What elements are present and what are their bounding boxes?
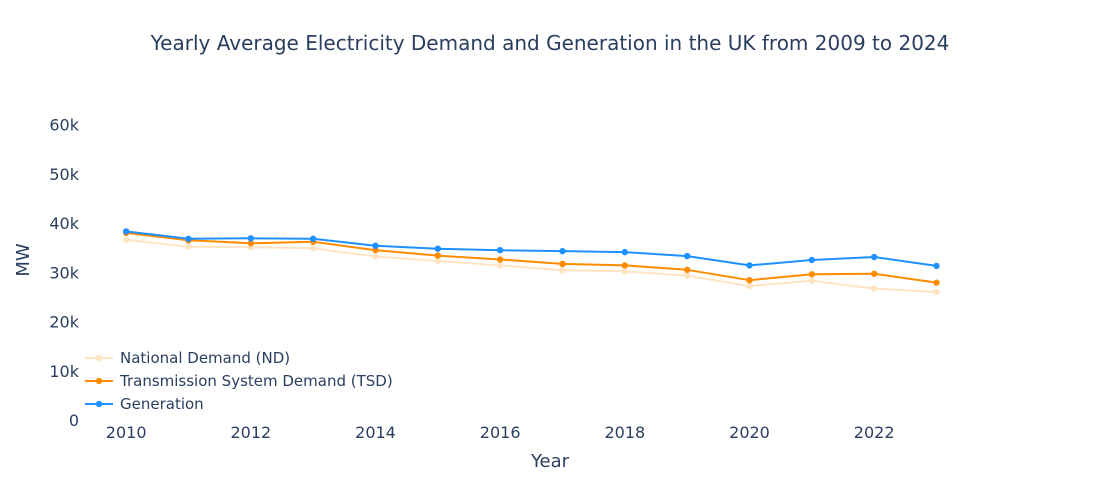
x-tick-label: 2012: [230, 423, 271, 442]
series-layer: [122, 228, 940, 296]
legend[interactable]: National Demand (ND) Transmission System …: [85, 349, 393, 413]
data-point[interactable]: [808, 277, 816, 284]
y-tick-label: 50k: [49, 165, 79, 184]
series-line: [126, 230, 937, 267]
data-point[interactable]: [621, 248, 629, 256]
y-tick-label: 60k: [49, 116, 79, 135]
data-point[interactable]: [808, 271, 816, 278]
x-tick-label: 2010: [106, 423, 147, 442]
y-axis-title: MW: [13, 243, 34, 277]
data-point[interactable]: [247, 235, 255, 242]
legend-marker: [95, 354, 103, 362]
x-tick-label: 2014: [355, 423, 396, 442]
legend-item[interactable]: National Demand (ND): [85, 349, 290, 367]
legend-marker: [95, 400, 103, 408]
data-point[interactable]: [372, 246, 379, 254]
series-line: [126, 238, 937, 293]
data-point[interactable]: [247, 240, 255, 247]
legend-label: Transmission System Demand (TSD): [119, 372, 393, 390]
series-0: [122, 236, 940, 296]
x-axis-title: Year: [530, 451, 570, 472]
legend-item[interactable]: Generation: [85, 395, 204, 413]
data-point[interactable]: [496, 256, 504, 263]
data-point[interactable]: [496, 262, 504, 269]
data-point[interactable]: [496, 246, 504, 254]
data-point[interactable]: [621, 262, 629, 269]
x-tick-label: 2020: [729, 423, 770, 442]
data-point[interactable]: [372, 242, 379, 249]
data-point[interactable]: [559, 267, 566, 274]
y-tick-label: 0: [69, 411, 79, 430]
data-point[interactable]: [309, 244, 317, 252]
series-2: [122, 228, 940, 270]
x-tick-label: 2022: [854, 423, 895, 442]
series-line: [126, 231, 937, 284]
legend-item[interactable]: Transmission System Demand (TSD): [85, 372, 393, 390]
data-point[interactable]: [122, 228, 130, 235]
data-point[interactable]: [746, 276, 753, 284]
data-point[interactable]: [870, 285, 878, 292]
y-tick-label: 10k: [49, 362, 79, 381]
data-point[interactable]: [870, 270, 878, 277]
data-point[interactable]: [434, 245, 442, 252]
y-tick-label: 30k: [49, 263, 79, 282]
data-point[interactable]: [559, 247, 566, 255]
data-point[interactable]: [185, 243, 192, 250]
y-tick-label: 20k: [49, 313, 79, 332]
data-point[interactable]: [434, 257, 442, 265]
legend-label: National Demand (ND): [120, 349, 290, 367]
data-point[interactable]: [185, 235, 192, 243]
data-point[interactable]: [870, 253, 878, 261]
x-axis-ticks: 2010 2012 2014 2016 2018 2020 2022: [106, 423, 895, 442]
y-axis-ticks: 0 10k 20k 30k 40k 50k 60k: [49, 116, 79, 430]
x-tick-label: 2018: [604, 423, 645, 442]
legend-label: Generation: [120, 395, 204, 413]
data-point[interactable]: [683, 272, 691, 279]
data-point[interactable]: [122, 236, 130, 244]
x-tick-label: 2016: [480, 423, 521, 442]
y-tick-label: 40k: [49, 214, 79, 233]
data-point[interactable]: [933, 262, 940, 270]
legend-marker: [95, 377, 103, 385]
data-point[interactable]: [309, 235, 317, 243]
data-point[interactable]: [746, 262, 753, 269]
data-point[interactable]: [808, 256, 816, 264]
data-point[interactable]: [621, 268, 629, 275]
data-point[interactable]: [933, 279, 940, 286]
data-point[interactable]: [434, 252, 442, 259]
data-point[interactable]: [683, 266, 691, 274]
chart-title: Yearly Average Electricity Demand and Ge…: [150, 31, 950, 55]
data-point[interactable]: [372, 253, 379, 260]
data-point[interactable]: [559, 260, 566, 268]
data-point[interactable]: [746, 282, 753, 290]
data-point[interactable]: [683, 252, 691, 260]
data-point[interactable]: [933, 288, 940, 296]
